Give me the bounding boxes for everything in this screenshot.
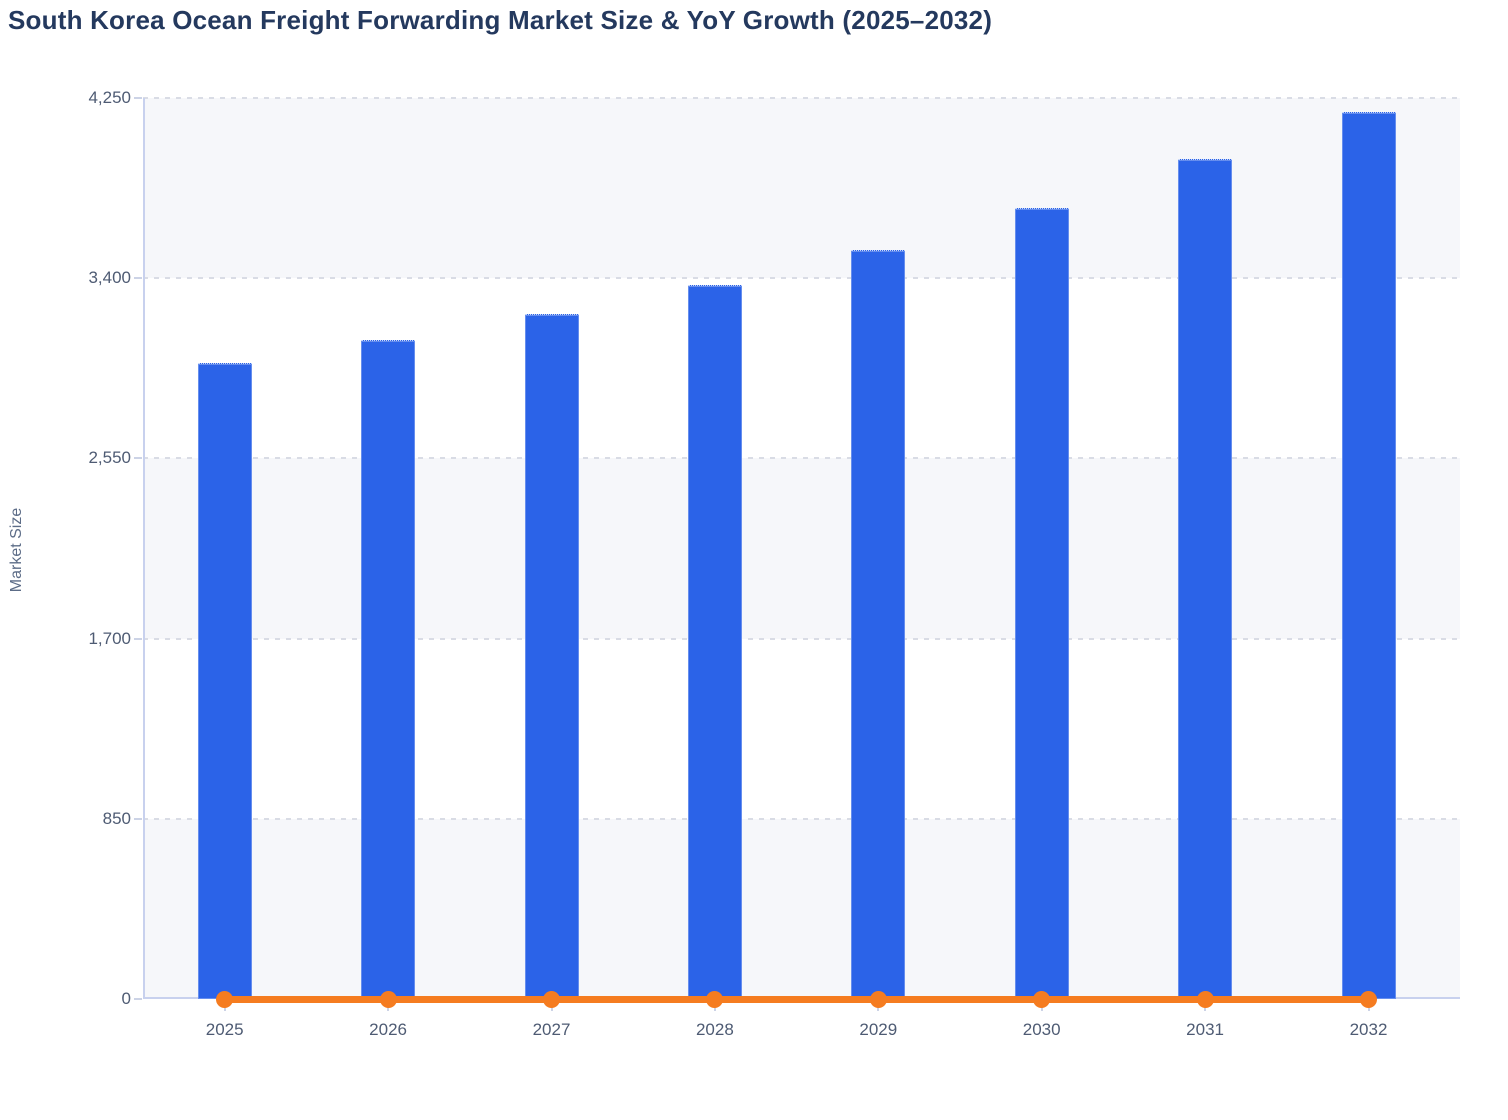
y-tick-label: 4,250 (88, 88, 131, 107)
y-tick-mark (134, 97, 142, 99)
gridline (143, 277, 1460, 280)
y-tick-mark (134, 277, 142, 280)
yoy-point-2029[interactable] (869, 990, 887, 1008)
bar-2026[interactable] (361, 339, 416, 999)
bar-2027[interactable] (524, 314, 579, 999)
bar-2028[interactable] (687, 284, 742, 999)
bar-2030[interactable] (1014, 208, 1069, 999)
grid-band (143, 818, 1460, 999)
yoy-point-2032[interactable] (1360, 990, 1377, 1008)
yoy-point-2031[interactable] (1196, 990, 1214, 1008)
x-tick-label: 2032 (1349, 1020, 1388, 1039)
grid-band (143, 458, 1460, 639)
y-tick-label: 1,700 (88, 628, 131, 648)
gridline (143, 457, 1460, 460)
yoy-point-2025[interactable] (216, 990, 234, 1008)
gridline (143, 637, 1460, 640)
x-tick-label: 2025 (205, 1020, 244, 1039)
chart-title: South Korea Ocean Freight Forwarding Mar… (8, 5, 993, 35)
y-tick-mark (134, 457, 142, 460)
x-tick-label: 2027 (532, 1020, 571, 1039)
y-tick-mark (134, 998, 142, 1000)
y-tick-mark (134, 817, 142, 820)
y-tick-label: 0 (121, 989, 131, 1008)
yoy-growth-line[interactable] (224, 995, 1369, 1003)
yoy-point-2030[interactable] (1033, 990, 1051, 1008)
y-tick-label: 2,550 (88, 448, 131, 468)
gridline (143, 817, 1460, 820)
y-axis-line (143, 98, 145, 999)
yoy-point-2027[interactable] (543, 990, 560, 1008)
plot-area (143, 97, 1460, 1008)
bar-2032[interactable] (1341, 111, 1396, 999)
grid-band (143, 98, 1460, 279)
yoy-point-2028[interactable] (706, 990, 724, 1008)
x-tick-label: 2028 (695, 1020, 734, 1039)
y-tick-label: 850 (102, 808, 131, 828)
y-tick-mark (134, 637, 142, 640)
bar-2029[interactable] (851, 249, 906, 999)
y-axis-title: Market Size (8, 507, 25, 593)
bar-2025[interactable] (197, 363, 252, 999)
yoy-point-2026[interactable] (379, 990, 397, 1008)
gridline (143, 97, 1460, 99)
y-tick-label: 3,400 (88, 268, 131, 288)
x-tick-label: 2029 (859, 1020, 898, 1039)
bar-2031[interactable] (1178, 159, 1233, 999)
x-tick-label: 2031 (1186, 1020, 1224, 1039)
x-tick-label: 2026 (369, 1020, 407, 1039)
x-tick-label: 2030 (1022, 1020, 1061, 1039)
